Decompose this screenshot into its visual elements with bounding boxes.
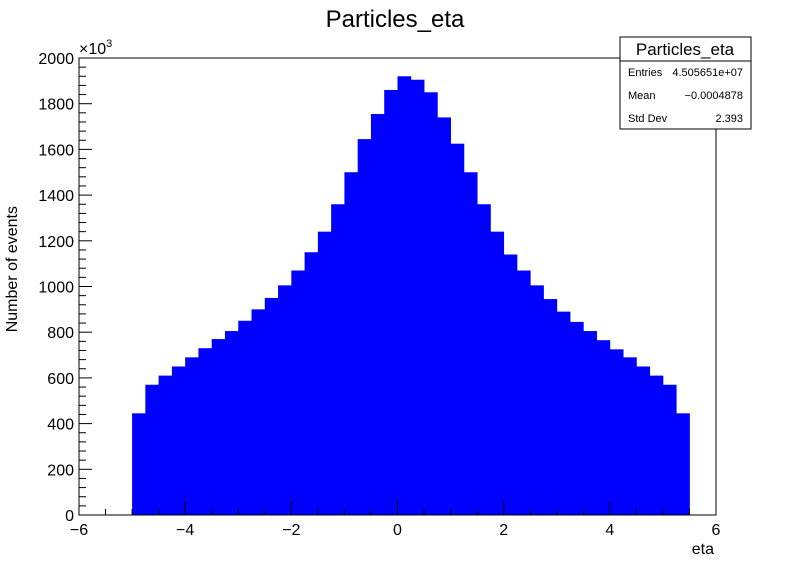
stats-value-mean: −0.0004878 (685, 90, 743, 102)
histogram-bin (132, 413, 146, 515)
y-tick-label: 1200 (38, 234, 74, 251)
histogram-bin (410, 79, 425, 516)
histogram-bin (596, 340, 611, 515)
histogram-bin (424, 92, 438, 516)
histogram-bin (344, 172, 359, 515)
x-axis-label: eta (692, 541, 714, 558)
histogram-bin (543, 299, 558, 515)
x-tick-label: 2 (499, 522, 508, 539)
y-multiplier: ×103 (79, 38, 112, 58)
histogram-bin (623, 357, 637, 515)
y-axis-label: Number of events (4, 206, 21, 332)
histogram-bin (583, 331, 597, 515)
histogram-bars (132, 76, 690, 516)
histogram-bin (145, 384, 160, 515)
histogram-bin (662, 384, 677, 515)
x-tick-label: 0 (393, 522, 402, 539)
histogram-bin (649, 375, 664, 515)
histogram-bin (211, 339, 226, 515)
y-tick-label: 600 (47, 371, 74, 388)
histogram-bin (238, 320, 252, 515)
histogram-bin (516, 270, 531, 515)
histogram-bin (278, 285, 292, 515)
histogram-bin (251, 309, 266, 515)
stats-value-stddev: 2.393 (715, 113, 743, 125)
stats-title: Particles_eta (636, 40, 735, 59)
x-axis-ticks: −6 −4 −2 0 2 4 6 (70, 502, 721, 539)
y-tick-label: 0 (65, 508, 74, 525)
histogram-bin (556, 311, 571, 515)
y-tick-label: 200 (47, 462, 74, 479)
histogram-bin (450, 143, 465, 515)
x-tick-label: 4 (605, 522, 614, 539)
y-multiplier-exponent: 3 (106, 38, 112, 50)
histogram-bin (331, 204, 345, 516)
y-tick-label: 1800 (38, 97, 74, 114)
histogram-bin (185, 357, 199, 515)
histogram-bin (224, 331, 239, 515)
histogram-bin (264, 297, 279, 515)
histogram-bin (384, 89, 398, 516)
histogram-bin (171, 366, 186, 515)
histogram-bin (503, 254, 518, 515)
x-tick-label: −4 (176, 522, 194, 539)
histogram-bin (198, 348, 213, 515)
histogram-bin (317, 231, 332, 515)
y-tick-label: 2000 (38, 51, 74, 68)
histogram-bin (676, 413, 690, 515)
x-tick-label: 6 (712, 522, 721, 539)
histogram-bin (357, 139, 372, 515)
stats-label-mean: Mean (628, 90, 656, 102)
histogram-bin (570, 321, 584, 515)
y-tick-label: 1000 (38, 280, 74, 297)
histogram-bin (370, 113, 385, 516)
y-tick-label: 1400 (38, 188, 74, 205)
y-tick-label: 400 (47, 417, 74, 434)
histogram-bin (636, 366, 651, 515)
chart-title: Particles_eta (326, 6, 465, 33)
stats-value-entries: 4.505651e+07 (672, 67, 743, 79)
stats-box: Particles_eta Entries 4.505651e+07 Mean … (619, 36, 752, 130)
histogram-bin (304, 252, 319, 515)
stats-label-stddev: Std Dev (628, 113, 668, 125)
histogram-bin (530, 285, 544, 515)
y-multiplier-base: ×10 (79, 41, 106, 58)
histogram-bin (609, 349, 624, 515)
histogram-bin (158, 375, 173, 515)
y-tick-label: 1600 (38, 142, 74, 159)
histogram-bin (477, 204, 491, 516)
stats-label-entries: Entries (628, 67, 663, 79)
histogram-bin (397, 76, 412, 515)
histogram-bin (291, 270, 306, 515)
histogram-bin (490, 231, 505, 515)
y-axis-ticks: 0 200 400 600 800 1000 1200 1400 1600 1800 2000 (38, 51, 92, 525)
x-tick-label: −2 (282, 522, 300, 539)
x-tick-label: −6 (70, 522, 88, 539)
histogram-bin (463, 172, 478, 515)
y-tick-label: 800 (47, 325, 74, 342)
histogram-bin (437, 117, 451, 515)
